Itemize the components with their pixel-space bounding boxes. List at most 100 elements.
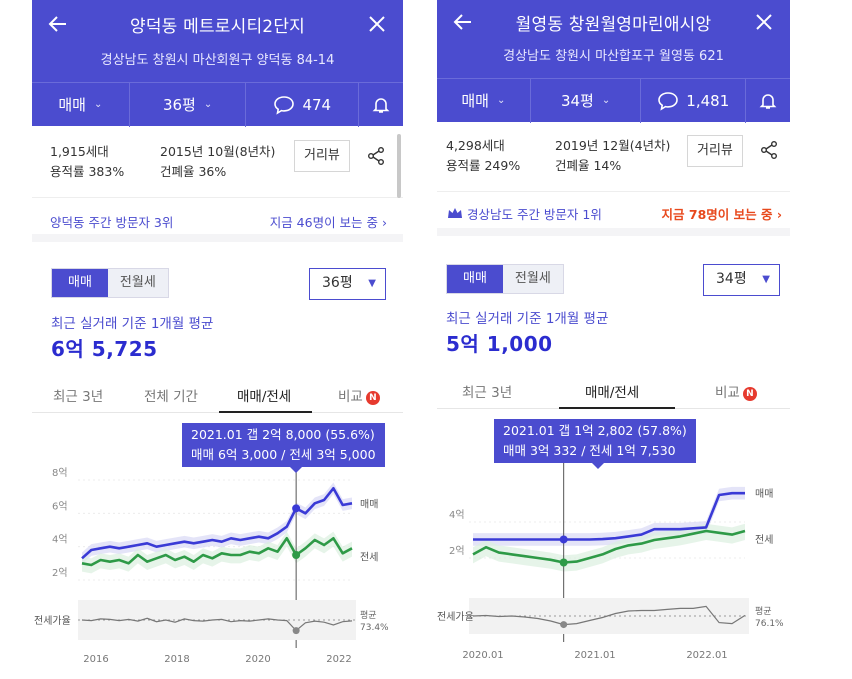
size-select[interactable]: 36평 ▼	[309, 268, 386, 300]
viewers-now[interactable]: 지금 78명이 보는 중 ›	[662, 204, 782, 223]
trade-type-label: 매매	[461, 92, 489, 110]
viewers-now[interactable]: 지금 46명이 보는 중 ›	[270, 212, 387, 231]
scrollbar[interactable]	[397, 134, 401, 198]
back-arrow-icon[interactable]	[46, 12, 70, 36]
size-select[interactable]: 34평 ▼	[703, 264, 780, 296]
built-date: 2015년 10월(8년차)	[160, 144, 276, 159]
visit-rank: 경상남도 주간 방문자 1위	[447, 204, 602, 223]
tab-compare[interactable]: 비교 N	[338, 385, 380, 405]
series-label: 전세	[755, 534, 773, 546]
floor-area-ratio: 용적률 249%	[446, 158, 521, 173]
size-label: 36평	[162, 96, 196, 114]
speech-bubble-icon	[274, 95, 295, 115]
y-tick-label: 2억	[52, 567, 68, 579]
toggle-rent[interactable]: 전월세	[107, 269, 168, 297]
x-tick-label: 2022	[326, 654, 351, 665]
series-label: 전세	[360, 551, 378, 563]
deal-type-toggle: 매매 전월세	[446, 264, 564, 294]
toggle-sale[interactable]: 매매	[447, 265, 503, 293]
y-tick-label: 2억	[449, 545, 465, 557]
tab-recent-3y[interactable]: 최근 3년	[53, 389, 104, 405]
highlight-point-sale	[292, 504, 301, 513]
toggle-rent[interactable]: 전월세	[502, 265, 563, 293]
notification-button[interactable]	[359, 83, 403, 126]
address: 경상남도 창원시 마산회원구 양덕동 84-14	[100, 53, 335, 68]
viewers-text: 지금 46명이 보는 중	[269, 215, 379, 230]
avg-label: 최근 실거래 기준 1개월 평균	[51, 316, 214, 332]
size-dropdown[interactable]: 34평 ⌄	[531, 79, 641, 122]
size-dropdown[interactable]: 36평 ⌄	[130, 83, 246, 126]
built-date: 2019년 12월(4년차)	[555, 138, 671, 153]
comments-count: 1,481	[686, 91, 730, 110]
share-icon[interactable]	[759, 140, 779, 160]
y-tick-label: 6억	[52, 500, 68, 512]
page-title: 양덕동 메트로시티2단지	[129, 16, 306, 37]
highlight-point-ratio	[560, 621, 568, 629]
caret-down-icon: ▼	[762, 274, 770, 285]
tab-recent-3y[interactable]: 최근 3년	[462, 385, 513, 401]
tab-all-period[interactable]: 전체 기간	[144, 389, 198, 405]
comments-button[interactable]: 1,481	[641, 79, 745, 122]
deal-type-toggle: 매매 전월세	[51, 268, 169, 298]
back-arrow-icon[interactable]	[451, 10, 475, 34]
coverage-ratio: 건폐율 14%	[555, 158, 622, 173]
street-view-button[interactable]: 거리뷰	[294, 140, 350, 172]
ratio-label: 전세가율	[34, 615, 71, 627]
tooltip-line-1: 2021.01 갭 1억 2,802 (57.8%)	[503, 423, 687, 438]
highlight-point-jeonse	[559, 558, 568, 567]
active-tab-underline	[559, 407, 675, 409]
highlight-point-jeonse	[292, 551, 301, 559]
coverage-ratio: 건폐율 36%	[160, 164, 227, 179]
sale-series-line	[473, 491, 745, 541]
tab-sale-jeonse[interactable]: 매매/전세	[237, 389, 292, 405]
tab-compare[interactable]: 비교 N	[715, 381, 757, 401]
ratio-label: 전세가율	[437, 611, 474, 623]
header: 양덕동 메트로시티2단지 경상남도 창원시 마산회원구 양덕동 84-14 매매…	[32, 0, 403, 127]
series-label: 매매	[360, 498, 378, 510]
visit-rank: 양덕동 주간 방문자 3위	[50, 215, 174, 230]
bell-icon	[759, 93, 777, 109]
trade-type-dropdown[interactable]: 매매 ⌄	[437, 79, 530, 122]
chevron-right-icon: ›	[382, 215, 387, 230]
x-tick-label: 2016	[83, 654, 108, 665]
ratio-value: 76.1%	[755, 619, 784, 629]
street-view-button[interactable]: 거리뷰	[687, 135, 743, 167]
caret-down-icon: ▼	[368, 278, 376, 289]
visit-banner[interactable]: 경상남도 주간 방문자 1위 지금 78명이 보는 중 ›	[437, 192, 790, 236]
x-tick-label: 2020	[245, 654, 270, 665]
toggle-sale[interactable]: 매매	[52, 269, 108, 297]
y-tick-label: 4억	[52, 534, 68, 546]
x-tick-label: 2020.01	[462, 650, 503, 661]
chart-tooltip: 2021.01 갭 1억 2,802 (57.8%) 매매 3억 332 / 전…	[494, 419, 696, 469]
comments-count: 474	[302, 95, 332, 114]
bell-icon	[372, 97, 390, 113]
notification-button[interactable]	[746, 79, 790, 122]
y-tick-label: 8억	[52, 467, 68, 479]
x-tick-label: 2018	[164, 654, 189, 665]
chevron-down-icon: ⌄	[93, 99, 103, 110]
size-label: 34평	[560, 92, 594, 110]
tooltip-line-1: 2021.01 갭 2억 8,000 (55.6%)	[191, 427, 375, 442]
close-icon[interactable]	[752, 10, 776, 34]
avg-price: 5억 1,000	[446, 332, 553, 356]
trade-type-dropdown[interactable]: 매매 ⌄	[32, 83, 129, 126]
chevron-right-icon: ›	[776, 207, 782, 222]
jeonse-series-line	[472, 529, 746, 564]
share-icon[interactable]	[366, 146, 386, 166]
size-select-value: 36평	[322, 275, 353, 291]
apartment-panel-left: 양덕동 메트로시티2단지 경상남도 창원시 마산회원구 양덕동 84-14 매매…	[32, 0, 403, 679]
tab-sale-jeonse[interactable]: 매매/전세	[585, 385, 640, 401]
comments-button[interactable]: 474	[246, 83, 358, 126]
chart-tooltip: 2021.01 갭 2억 8,000 (55.6%) 매매 6억 3,000 /…	[182, 423, 385, 473]
households: 1,915세대	[50, 144, 109, 159]
close-icon[interactable]	[365, 12, 389, 36]
tab-compare-label: 비교	[715, 385, 740, 401]
highlight-point-sale	[559, 535, 568, 544]
visit-banner[interactable]: 양덕동 주간 방문자 3위 지금 46명이 보는 중 ›	[32, 198, 403, 242]
trade-type-label: 매매	[58, 96, 86, 114]
x-tick-label: 2021.01	[574, 650, 615, 661]
ratio-average-label: 평균	[755, 606, 772, 617]
new-badge: N	[742, 387, 757, 401]
